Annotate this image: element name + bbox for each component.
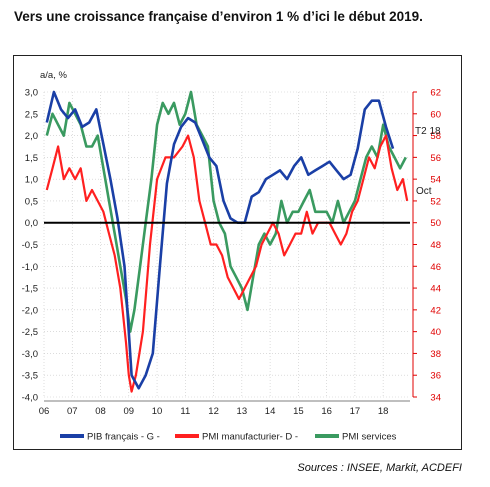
series-line-0: [45, 90, 395, 390]
legend-label-2: PMI services: [342, 432, 397, 443]
legend-label-1: PMI manufacturier- D -: [202, 432, 298, 443]
y-tick-right: 36: [430, 371, 441, 382]
x-tick-label: 17: [350, 406, 361, 417]
source-note: Sources : INSEE, Markit, ACDEFI: [297, 462, 462, 474]
x-tick-label: 08: [95, 406, 106, 417]
y-tick-left: -3,0: [22, 349, 38, 360]
y-tick-left: -2,0: [22, 305, 38, 316]
y-tick-left: 0,5: [25, 196, 38, 207]
legend-label-0: PIB français - G -: [87, 432, 160, 443]
y-tick-left: 0,0: [25, 218, 38, 229]
y-tick-right: 46: [430, 262, 441, 273]
y-tick-right: 34: [430, 393, 441, 404]
x-tick-label: 06: [39, 406, 50, 417]
y-tick-right: 38: [430, 349, 441, 360]
y-tick-left: 3,0: [25, 88, 38, 99]
x-tick-label: 14: [265, 406, 276, 417]
y-tick-left: 1,5: [25, 153, 38, 164]
y-tick-right: 62: [430, 88, 441, 99]
y-tick-right: 42: [430, 305, 441, 316]
x-tick-label: 15: [293, 406, 304, 417]
x-tick-label: 07: [67, 406, 78, 417]
y-tick-left: 1,0: [25, 175, 38, 186]
y-tick-left: 2,5: [25, 109, 38, 120]
x-tick-label: 13: [237, 406, 248, 417]
annotation-t2-18: T2 18: [415, 126, 441, 137]
y-tick-right: 44: [430, 284, 441, 295]
x-tick-label: 11: [180, 406, 190, 417]
legend: PIB français - G - PMI manufacturier- D -…: [60, 432, 397, 443]
y-tick-left: -3,5: [22, 371, 38, 382]
x-tick-label: 12: [208, 406, 219, 417]
y-tick-right: 52: [430, 196, 441, 207]
y-tick-left: 2,0: [25, 131, 38, 142]
y-tick-left: -2,5: [22, 327, 38, 338]
chart-frame: [13, 55, 462, 450]
series-line-2: [45, 90, 407, 333]
y-tick-left: -1,0: [22, 262, 38, 273]
x-tick-label: 09: [123, 406, 134, 417]
y-tick-left: -1,5: [22, 284, 38, 295]
x-tick-label: 16: [321, 406, 332, 417]
y-tick-left: -4,0: [22, 393, 38, 404]
y-tick-right: 60: [430, 109, 441, 120]
axis-ticks: 3,0 2,5 2,0 1,5 1,0 0,5 0,0 -0,5 -1,0 -1,5 -2,0 -2,…: [22, 88, 441, 418]
y-tick-right: 48: [430, 240, 441, 251]
y-tick-right: 40: [430, 327, 441, 338]
y-tick-right: 50: [430, 218, 441, 229]
y-axis-label-left: a/a, %: [40, 70, 67, 81]
y-tick-right: 58: [430, 131, 441, 142]
y-tick-left: -0,5: [22, 240, 38, 251]
y-tick-right: 54: [430, 175, 441, 186]
annotation-oct: Oct: [416, 186, 432, 197]
chart-title: Vers une croissance française d’environ …: [14, 9, 423, 24]
y-tick-right: 56: [430, 153, 441, 164]
series-layer: [45, 90, 409, 393]
x-tick-label: 18: [378, 406, 389, 417]
x-tick-label: 10: [152, 406, 163, 417]
